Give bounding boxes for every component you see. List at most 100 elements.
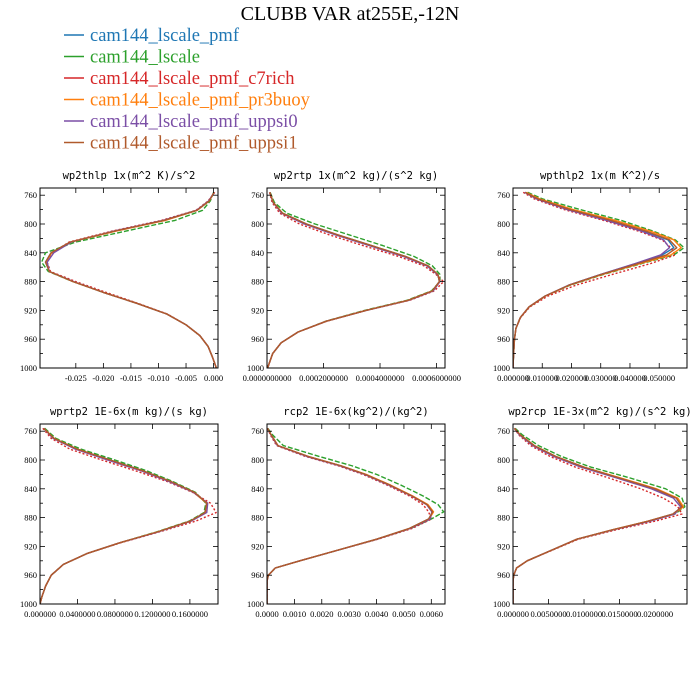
series-line <box>513 427 685 604</box>
x-tick-label: 0.050000 <box>643 373 675 383</box>
x-tick-label: 0.0050 <box>392 609 415 619</box>
series-line <box>267 427 445 604</box>
plot-frame <box>39 423 219 605</box>
series-line <box>46 191 218 368</box>
x-tick-label: 0.0800000 <box>97 609 133 619</box>
y-tick-label: 960 <box>497 570 510 580</box>
y-tick-label: 840 <box>24 484 37 494</box>
series-group <box>267 427 445 604</box>
x-tick-label: 0.1200000 <box>134 609 170 619</box>
y-tick-label: 840 <box>497 484 510 494</box>
x-tick-label: 0.0040 <box>365 609 388 619</box>
x-tick-label: 0.0050000 <box>530 609 566 619</box>
panel-title: wpthlp2 1x(m K^2)/s <box>540 170 660 182</box>
y-tick-label: 880 <box>24 513 37 523</box>
x-tick-label: 0.0150000 <box>601 609 637 619</box>
legend-item: cam144_lscale_pmf <box>64 26 240 46</box>
series-line <box>513 427 686 604</box>
panel-3: wpthlp2 1x(m K^2)/s 760 800 840 880 920 960 100… <box>493 170 688 383</box>
y-tick-label: 920 <box>24 305 37 315</box>
legend-item: cam144_lscale_pmf_c7rich <box>64 69 294 89</box>
y-tick-label: 880 <box>251 277 264 287</box>
x-tick-label: 0.040000 <box>614 373 646 383</box>
series-line <box>267 428 433 604</box>
x-tick-label: 0.030000 <box>585 373 617 383</box>
legend-label: cam144_lscale_pmf_uppsi1 <box>90 134 298 154</box>
series-line <box>40 427 217 604</box>
series-line <box>40 427 208 604</box>
x-tick-label: 0.0200000 <box>637 609 673 619</box>
x-tick-label: 0.0020 <box>310 609 333 619</box>
y-tick-label: 760 <box>251 190 264 200</box>
y-tick-label: 760 <box>497 190 510 200</box>
x-tick-label: 0.0400000 <box>59 609 95 619</box>
y-tick-label: 800 <box>24 455 37 465</box>
panel-4: wprtp2 1E-6x(m kg)/(s kg) 760 800 840 880 920… <box>20 406 219 619</box>
x-tick-label: 0.0004000000 <box>356 373 405 383</box>
series-line <box>513 191 678 368</box>
y-tick-label: 920 <box>251 541 264 551</box>
legend-label: cam144_lscale_pmf_c7rich <box>90 69 294 89</box>
legend-item: cam144_lscale_pmf_uppsi1 <box>64 134 298 154</box>
legend-label: cam144_lscale_pmf_uppsi0 <box>90 112 298 132</box>
x-tick-label: 0.1600000 <box>172 609 208 619</box>
x-tick-label: -0.010 <box>147 373 169 383</box>
series-line <box>513 191 676 368</box>
y-tick-label: 760 <box>24 426 37 436</box>
plot-frame <box>39 187 219 369</box>
y-tick-label: 800 <box>497 219 510 229</box>
series-line <box>267 427 435 604</box>
figure-title: CLUBB VAR at255E,-12N <box>241 3 460 25</box>
series-line <box>267 428 433 604</box>
series-line <box>513 427 683 604</box>
y-tick-label: 920 <box>251 305 264 315</box>
y-tick-label: 960 <box>24 570 37 580</box>
y-tick-label: 800 <box>251 219 264 229</box>
legend-label: cam144_lscale_pmf <box>90 26 240 46</box>
x-tick-label: 0.000000 <box>497 609 529 619</box>
y-tick-label: 840 <box>497 248 510 258</box>
y-tick-label: 1000 <box>20 363 37 373</box>
panel-title: wp2rtp 1x(m^2 kg)/(s^2 kg) <box>274 170 438 182</box>
y-tick-label: 760 <box>251 426 264 436</box>
y-tick-label: 880 <box>497 277 510 287</box>
series-group <box>513 191 685 368</box>
series-line <box>40 427 209 604</box>
panel-2: wp2rtp 1x(m^2 kg)/(s^2 kg) 760 800 840 880 92… <box>243 170 461 383</box>
series-line <box>513 427 683 604</box>
y-tick-label: 960 <box>24 334 37 344</box>
y-tick-label: 760 <box>24 190 37 200</box>
series-group <box>40 427 217 604</box>
x-tick-label: 0.000000 <box>24 609 56 619</box>
panel-6: wp2rcp 1E-3x(m^2 kg)/(s^2 kg) 760 800 840 88… <box>493 406 692 619</box>
panels: wp2thlp 1x(m^2 K)/s^2 760 800 840 880 920 960 1… <box>20 170 692 619</box>
x-tick-label: -0.020 <box>92 373 114 383</box>
panel-title: wprtp2 1E-6x(m kg)/(s kg) <box>50 406 208 418</box>
series-line <box>40 427 207 604</box>
y-tick-label: 920 <box>497 305 510 315</box>
legend-label: cam144_lscale_pmf_pr3buoy <box>90 91 311 111</box>
y-tick-label: 800 <box>24 219 37 229</box>
series-line <box>513 191 671 368</box>
panel-title: wp2rcp 1E-3x(m^2 kg)/(s^2 kg) <box>508 406 691 418</box>
panel-title: wp2thlp 1x(m^2 K)/s^2 <box>63 170 196 182</box>
x-tick-label: -0.015 <box>120 373 142 383</box>
series-line <box>40 427 208 604</box>
y-tick-label: 1000 <box>247 363 264 373</box>
series-group <box>267 192 445 368</box>
series-line <box>513 427 682 604</box>
x-tick-label: 0.0100000 <box>566 609 602 619</box>
y-tick-label: 800 <box>497 455 510 465</box>
series-line <box>513 191 682 368</box>
plot-frame <box>512 423 688 605</box>
y-tick-label: 960 <box>251 570 264 580</box>
y-tick-label: 760 <box>497 426 510 436</box>
y-tick-label: 880 <box>497 513 510 523</box>
x-tick-label: 0.0000 <box>255 609 278 619</box>
x-tick-label: -0.005 <box>175 373 197 383</box>
y-tick-label: 960 <box>497 334 510 344</box>
x-tick-label: 0.0006000000 <box>412 373 461 383</box>
x-tick-label: 0.0000000000 <box>243 373 292 383</box>
x-tick-label: 0.0010 <box>283 609 306 619</box>
